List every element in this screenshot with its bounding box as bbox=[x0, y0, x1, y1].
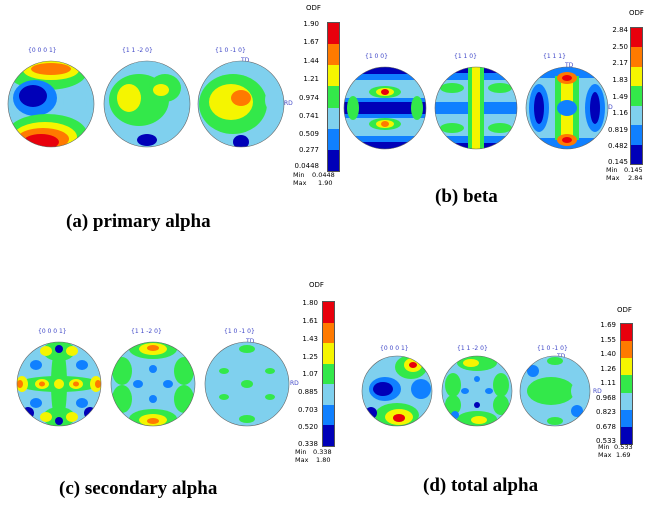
odf-tick: 0.823 bbox=[595, 408, 616, 416]
odf-tick: 0.741 bbox=[298, 112, 319, 120]
odf-tick: 2.50 bbox=[612, 43, 628, 51]
odf-title: ODF bbox=[629, 9, 644, 17]
pole-label-0001: {0 0 0 1} bbox=[38, 328, 67, 335]
pole-label-110: {1 1 0} bbox=[454, 53, 477, 60]
pole-figure-100 bbox=[343, 66, 427, 150]
odf-max-value: 1.80 bbox=[316, 456, 331, 464]
pole-label-111: {1 1 1} bbox=[543, 53, 566, 60]
odf-min-value: 0.338 bbox=[313, 448, 332, 456]
odf-title: ODF bbox=[617, 306, 632, 314]
pole-figure-11-20 bbox=[441, 355, 513, 427]
panel-secondary-alpha: {0 0 0 1} {1 1 -2 0} {1 0 -1 0} TD RD bbox=[0, 255, 335, 509]
odf-tick: 2.17 bbox=[612, 59, 628, 67]
odf-tick: 1.26 bbox=[600, 365, 616, 373]
td-label: TD bbox=[246, 338, 255, 345]
td-label: TD bbox=[565, 62, 574, 69]
pole-figure-0001 bbox=[7, 60, 95, 148]
odf-colorbar bbox=[327, 22, 340, 172]
pole-figure-10-10 bbox=[519, 355, 591, 427]
odf-tick: 0.277 bbox=[298, 146, 319, 154]
odf-title: ODF bbox=[309, 281, 324, 289]
panel-primary-alpha: {0 0 0 1} {1 1 -2 0} {1 0 -1 0} TD RD bbox=[0, 0, 340, 250]
pole-label-10-10: {1 0 -1 0} bbox=[215, 47, 246, 54]
pole-label-0001: {0 0 0 1} bbox=[28, 47, 57, 54]
panel-beta: {1 0 0} {1 1 0} {1 1 1} TD RD bbox=[330, 0, 648, 250]
caption-total-alpha: (d) total alpha bbox=[423, 475, 539, 496]
odf-tick: 0.678 bbox=[595, 423, 616, 431]
pole-figure-11-20 bbox=[103, 60, 191, 148]
odf-tick: 0.482 bbox=[607, 142, 628, 150]
odf-min-label: Min bbox=[295, 448, 307, 456]
odf-colorbar bbox=[630, 27, 643, 165]
pole-figure-111 bbox=[525, 66, 609, 150]
odf-tick: 0.819 bbox=[607, 126, 628, 134]
odf-min-label: Min bbox=[293, 171, 305, 179]
odf-tick: 0.533 bbox=[595, 437, 616, 445]
rd-label: RD bbox=[593, 388, 602, 395]
odf-tick: 0.703 bbox=[297, 406, 318, 414]
odf-tick: 1.43 bbox=[302, 335, 318, 343]
pole-figure-0001 bbox=[361, 355, 433, 427]
odf-tick: 1.90 bbox=[303, 20, 319, 28]
odf-tick: 0.145 bbox=[607, 158, 628, 166]
pole-label-11-20: {1 1 -2 0} bbox=[131, 328, 162, 335]
odf-colorbar bbox=[620, 323, 633, 445]
panel-total-alpha: {0 0 0 1} {1 1 -2 0} {1 0 -1 0} TD RD bbox=[330, 255, 648, 509]
odf-tick: 0.885 bbox=[297, 388, 318, 396]
pole-label-10-10: {1 0 -1 0} bbox=[224, 328, 255, 335]
odf-min-value: 0.533 bbox=[614, 443, 633, 451]
rd-label: RD bbox=[604, 104, 613, 111]
pole-label-100: {1 0 0} bbox=[365, 53, 388, 60]
td-label: TD bbox=[241, 57, 250, 64]
odf-tick: 1.67 bbox=[303, 38, 319, 46]
rd-label: RD bbox=[284, 100, 293, 107]
odf-tick: 0.968 bbox=[595, 394, 616, 402]
odf-tick: 0.338 bbox=[297, 440, 318, 448]
odf-tick: 1.49 bbox=[612, 93, 628, 101]
odf-tick: 0.520 bbox=[297, 423, 318, 431]
pole-figure-10-10 bbox=[197, 60, 285, 148]
caption-secondary-alpha: (c) secondary alpha bbox=[59, 478, 218, 499]
pole-label-11-20: {1 1 -2 0} bbox=[457, 345, 488, 352]
odf-tick: 0.974 bbox=[298, 94, 319, 102]
odf-tick: 1.25 bbox=[302, 353, 318, 361]
odf-tick: 1.40 bbox=[600, 350, 616, 358]
rd-label: RD bbox=[290, 380, 299, 387]
odf-tick: 1.07 bbox=[302, 370, 318, 378]
odf-max-label: Max bbox=[293, 179, 307, 187]
odf-tick: 1.11 bbox=[600, 379, 616, 387]
odf-max-label: Max bbox=[295, 456, 309, 464]
odf-min-value: 0.145 bbox=[624, 166, 643, 174]
odf-max-label: Max bbox=[606, 174, 620, 182]
pole-label-0001: {0 0 0 1} bbox=[380, 345, 409, 352]
odf-tick: 1.61 bbox=[302, 317, 318, 325]
odf-max-value: 1.69 bbox=[616, 451, 631, 459]
pole-figure-110 bbox=[434, 66, 518, 150]
odf-tick: 1.55 bbox=[600, 336, 616, 344]
odf-tick: 1.80 bbox=[302, 299, 318, 307]
odf-tick: 1.16 bbox=[612, 109, 628, 117]
odf-tick: 1.83 bbox=[612, 76, 628, 84]
odf-tick: 1.69 bbox=[600, 321, 616, 329]
odf-min-value: 0.0448 bbox=[312, 171, 335, 179]
odf-max-value: 2.84 bbox=[628, 174, 643, 182]
odf-title: ODF bbox=[306, 4, 321, 12]
odf-tick: 1.44 bbox=[303, 57, 319, 65]
pole-figure-11-20 bbox=[110, 341, 196, 427]
pole-figure-10-10 bbox=[204, 341, 290, 427]
caption-beta: (b) beta bbox=[435, 186, 498, 207]
pole-label-10-10: {1 0 -1 0} bbox=[537, 345, 568, 352]
odf-tick: 0.0448 bbox=[294, 162, 320, 170]
odf-tick: 0.509 bbox=[298, 130, 319, 138]
pole-label-11-20: {1 1 -2 0} bbox=[122, 47, 153, 54]
pole-figure-0001 bbox=[16, 341, 102, 427]
odf-tick: 2.84 bbox=[612, 26, 628, 34]
caption-primary-alpha: (a) primary alpha bbox=[66, 211, 211, 232]
odf-tick: 1.21 bbox=[303, 75, 319, 83]
odf-colorbar bbox=[322, 301, 335, 447]
odf-max-label: Max bbox=[598, 451, 612, 459]
odf-max-value: 1.90 bbox=[318, 179, 333, 187]
odf-min-label: Min bbox=[598, 443, 610, 451]
odf-min-label: Min bbox=[606, 166, 618, 174]
